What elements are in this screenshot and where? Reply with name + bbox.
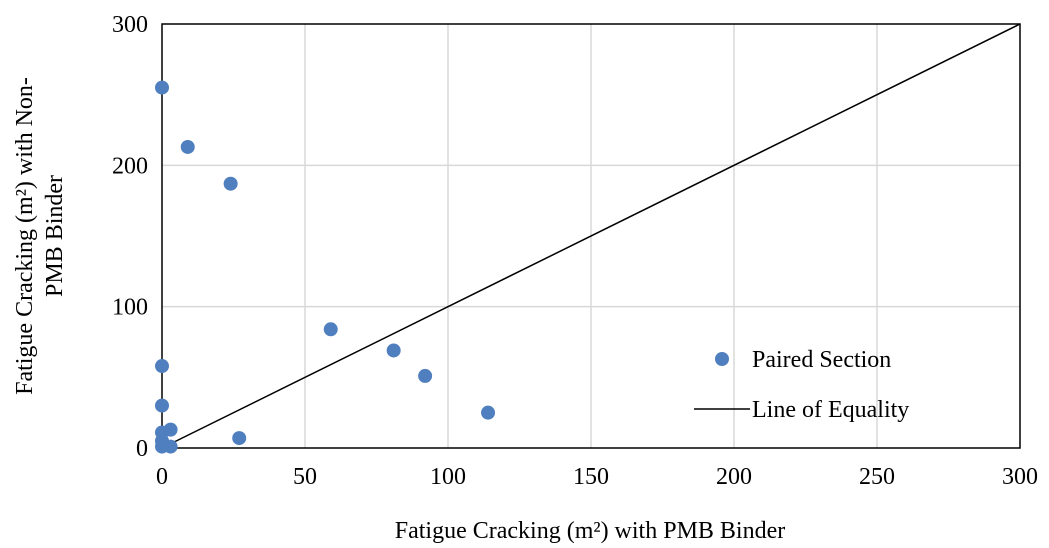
x-axis-title: Fatigue Cracking (m²) with PMB Binder (395, 518, 786, 544)
x-tick-label-200: 200 (716, 464, 752, 490)
series-layer (155, 23, 1021, 454)
x-tick-label-0: 0 (156, 464, 168, 490)
data-point-13 (418, 368, 433, 383)
plot-area-border (161, 23, 1021, 449)
y-tick-label-0: 0 (136, 436, 148, 462)
data-point-1 (180, 139, 195, 154)
x-tick-label-150: 150 (573, 464, 609, 490)
legend-label-line-of-equality: Line of Equality (752, 397, 909, 423)
legend-label-paired-section: Paired Section (752, 347, 891, 373)
x-tick-label-250: 250 (859, 464, 895, 490)
data-point-12 (386, 343, 401, 358)
legend: Paired Section Line of Equality (694, 347, 909, 423)
y-axis-title: Fatigue Cracking (m²) with Non- PMB Bind… (12, 77, 68, 395)
data-point-10 (232, 431, 247, 446)
x-tick-label-300: 300 (1002, 464, 1038, 490)
data-point-3 (155, 359, 169, 374)
data-point-2 (223, 176, 238, 191)
tick-labels: 0 50 100 150 200 250 300 0 100 200 300 (112, 12, 1038, 490)
data-point-14 (481, 405, 496, 420)
line-of-equality (161, 23, 1021, 449)
y-axis-title-line-2: PMB Binder (42, 175, 68, 297)
y-tick-label-200: 200 (112, 153, 148, 179)
x-tick-label-50: 50 (293, 464, 317, 490)
y-tick-label-300: 300 (112, 12, 148, 38)
y-tick-label-100: 100 (112, 295, 148, 321)
x-tick-label-100: 100 (430, 464, 466, 490)
data-point-4 (155, 398, 169, 413)
data-point-0 (155, 80, 169, 95)
data-point-9 (163, 439, 178, 454)
data-point-6 (163, 422, 178, 437)
y-axis-title-line-1: Fatigue Cracking (m²) with Non- (12, 77, 38, 395)
data-point-11 (323, 322, 338, 337)
legend-marker-paired-section (715, 352, 729, 366)
